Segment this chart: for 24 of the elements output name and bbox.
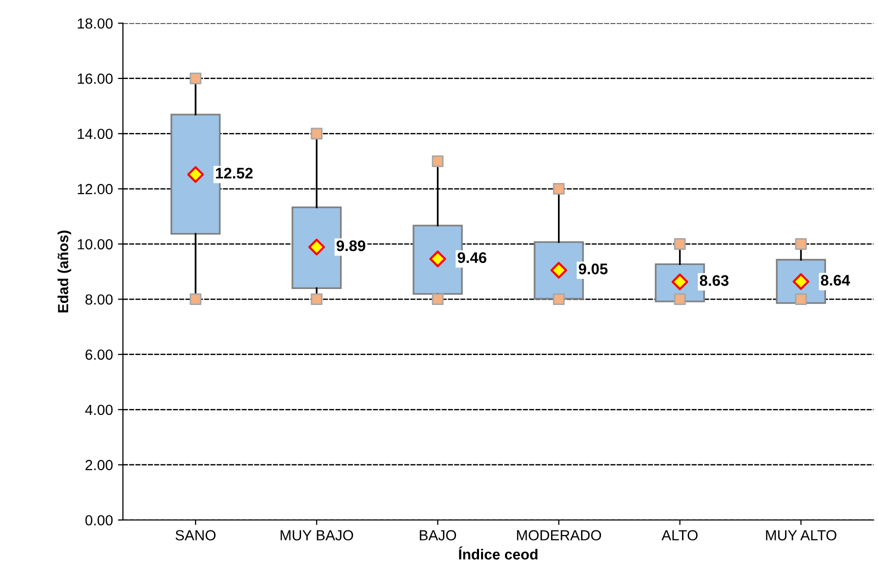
data-label: 8.63 <box>700 275 729 286</box>
data-label: 12.52 <box>216 168 253 179</box>
y-tick-label: 10.00 <box>78 239 113 250</box>
y-tick-label: 8.00 <box>85 294 113 305</box>
x-tick-label: MODERADO <box>517 530 602 540</box>
data-label: 8.64 <box>820 274 850 286</box>
x-tick-label: MUY ALTO <box>766 530 836 540</box>
x-axis-title: Índice ceod <box>458 546 538 560</box>
x-tick-label: ALTO <box>662 530 698 540</box>
data-label: 9.89 <box>336 240 366 252</box>
y-tick-label: 4.00 <box>85 404 113 416</box>
y-tick-label: 6.00 <box>86 350 113 360</box>
x-tick-label: BAJO <box>420 530 456 540</box>
y-tick-label: 18.00 <box>78 18 113 29</box>
y-axis-title: Edad (años) <box>58 230 72 312</box>
y-tick-label: 0.00 <box>85 515 113 526</box>
y-tick-label: 2.00 <box>86 460 113 470</box>
x-tick-label: MUY BAJO <box>280 530 354 540</box>
y-tick-label: 16.00 <box>78 74 113 84</box>
y-tick-label: 12.00 <box>78 184 113 194</box>
data-label: 9.05 <box>578 264 608 274</box>
x-tick-label: SANO <box>176 530 216 540</box>
data-label: 9.46 <box>458 252 486 264</box>
y-tick-label: 14.00 <box>78 128 113 140</box>
